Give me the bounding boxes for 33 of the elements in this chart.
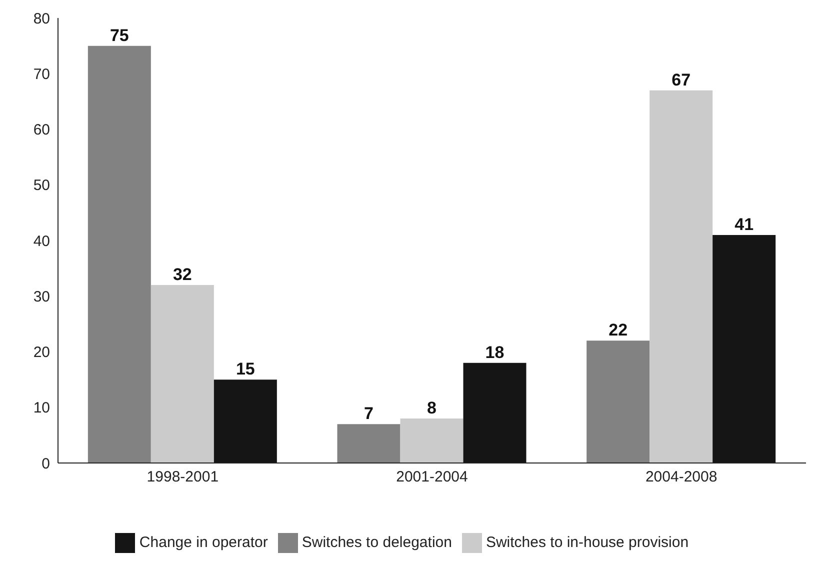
data-label: 41 — [734, 214, 754, 234]
y-tick-label: 0 — [42, 455, 50, 472]
data-label: 7 — [364, 404, 374, 424]
y-tick-label: 80 — [33, 10, 50, 28]
x-tick-label: 2001-2004 — [396, 468, 468, 486]
bar — [463, 362, 526, 463]
x-tick-label: 2004-2008 — [645, 468, 718, 486]
data-label: 67 — [672, 70, 691, 90]
data-label: 32 — [172, 265, 192, 284]
data-label: 8 — [427, 398, 436, 418]
y-tick-label: 30 — [33, 288, 50, 306]
bar — [400, 418, 464, 463]
bar — [650, 90, 713, 463]
bar — [150, 285, 214, 463]
bar — [88, 46, 151, 463]
legend-label: Switches to delegation — [302, 534, 452, 551]
y-tick-label: 50 — [33, 177, 50, 194]
legend-label: Switches to in-house provision — [486, 534, 689, 551]
bar — [586, 340, 650, 463]
bar — [214, 380, 277, 463]
legend-label: Change in operator — [139, 534, 268, 551]
bar — [337, 424, 400, 463]
y-tick-label: 60 — [33, 122, 50, 139]
y-tick-label: 40 — [33, 232, 50, 250]
bar — [712, 234, 776, 463]
data-label: 75 — [110, 26, 129, 45]
x-tick-label: 1998-2001 — [146, 468, 219, 486]
data-label: 18 — [485, 342, 504, 362]
data-label: 15 — [236, 360, 255, 379]
y-tick-label: 70 — [33, 66, 50, 83]
y-tick-label: 20 — [33, 344, 50, 362]
y-tick-label: 10 — [33, 400, 50, 417]
data-label: 22 — [608, 320, 628, 340]
